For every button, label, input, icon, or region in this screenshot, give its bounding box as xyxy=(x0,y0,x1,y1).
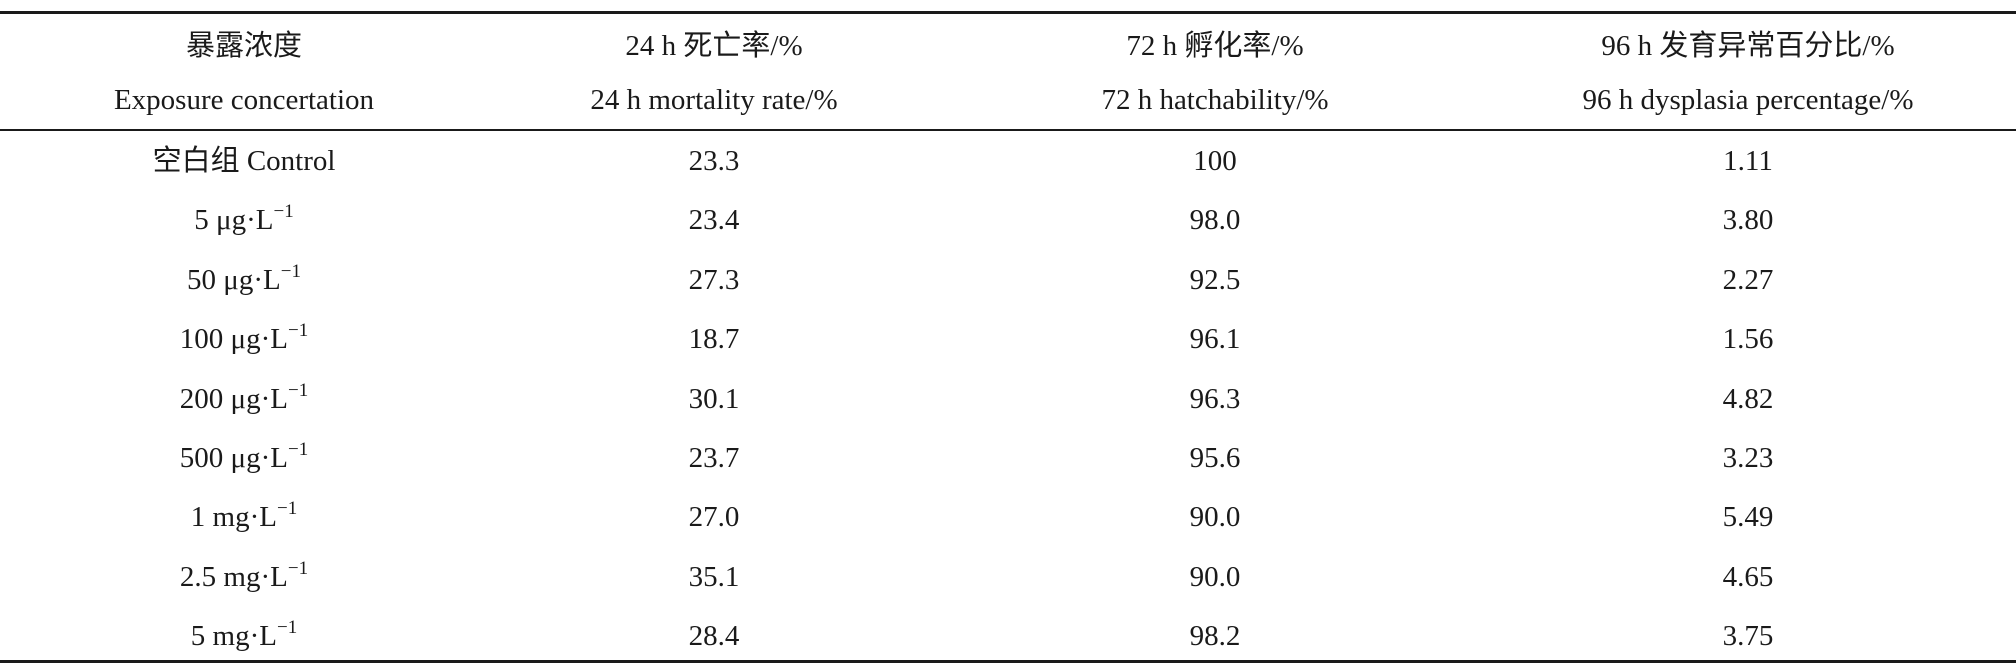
cell-mortality-text: 23.7 xyxy=(688,442,740,474)
cell-dysplasia-text: 4.65 xyxy=(1722,561,1774,593)
cell-dysplasia-text: 1.56 xyxy=(1722,323,1774,355)
cell-hatchability: 100 xyxy=(1193,143,1237,179)
cell-hatchability-text: 90.0 xyxy=(1189,501,1241,533)
table-top-rule xyxy=(0,11,2016,14)
cell-hatchability: 96.1 xyxy=(1190,321,1241,357)
cell-concentration: 空白组 Control xyxy=(153,143,336,179)
header-hatchability-zh: 72 h 孵化率/% xyxy=(1126,30,1304,62)
cell-dysplasia-text: 2.27 xyxy=(1722,264,1774,296)
cell-concentration: 50 μg·L−1 xyxy=(187,262,301,298)
cell-mortality-text: 30.1 xyxy=(688,383,740,415)
cell-dysplasia: 2.27 xyxy=(1723,262,1774,298)
unit-exponent: −1 xyxy=(273,201,294,222)
unit-exponent: −1 xyxy=(287,439,309,460)
header-hatchability-en: 72 h hatchability/% xyxy=(1101,84,1329,116)
cell-concentration: 1 mg·L−1 xyxy=(191,499,297,535)
cell-dysplasia: 3.80 xyxy=(1723,202,1774,238)
header-conc-en: Exposure concertation xyxy=(113,84,375,116)
cell-concentration-text: 2.5 mg·L xyxy=(179,561,288,593)
cell-concentration-text: 空白组 Control xyxy=(152,145,336,177)
cell-dysplasia-text: 5.49 xyxy=(1722,501,1774,533)
cell-hatchability: 95.6 xyxy=(1190,440,1241,476)
cell-hatchability-text: 96.1 xyxy=(1189,323,1241,355)
cell-concentration-text: 1 mg·L xyxy=(190,501,277,533)
table-header-rule xyxy=(0,129,2016,131)
cell-dysplasia-text: 3.23 xyxy=(1722,442,1774,474)
unit-exponent: −1 xyxy=(287,558,309,579)
cell-concentration: 5 mg·L−1 xyxy=(191,618,297,654)
cell-hatchability-text: 98.2 xyxy=(1189,620,1241,652)
cell-mortality: 18.7 xyxy=(689,321,740,357)
cell-dysplasia-text: 3.75 xyxy=(1722,620,1774,652)
cell-mortality: 23.3 xyxy=(689,143,740,179)
cell-concentration-text: 500 μg·L xyxy=(179,442,288,474)
cell-hatchability: 96.3 xyxy=(1190,381,1241,417)
cell-dysplasia-text: 1.11 xyxy=(1723,145,1773,177)
cell-dysplasia-text: 4.82 xyxy=(1722,383,1774,415)
cell-concentration: 200 μg·L−1 xyxy=(180,381,308,417)
cell-concentration-text: 200 μg·L xyxy=(179,383,288,415)
cell-hatchability: 98.0 xyxy=(1190,202,1241,238)
cell-mortality-text: 27.3 xyxy=(688,264,740,296)
cell-mortality-text: 18.7 xyxy=(688,323,740,355)
cell-hatchability: 92.5 xyxy=(1190,262,1241,298)
cell-concentration-text: 100 μg·L xyxy=(179,323,288,355)
cell-hatchability: 90.0 xyxy=(1190,499,1241,535)
unit-exponent: −1 xyxy=(280,261,301,282)
cell-hatchability-text: 90.0 xyxy=(1189,561,1241,593)
cell-mortality-text: 35.1 xyxy=(688,561,740,593)
cell-concentration: 500 μg·L−1 xyxy=(180,440,308,476)
cell-hatchability-text: 100 xyxy=(1193,145,1237,177)
cell-mortality: 23.7 xyxy=(689,440,740,476)
cell-concentration: 2.5 mg·L−1 xyxy=(180,559,308,595)
cell-mortality: 35.1 xyxy=(689,559,740,595)
cell-dysplasia: 1.56 xyxy=(1723,321,1774,357)
cell-dysplasia: 4.65 xyxy=(1723,559,1774,595)
cell-mortality: 23.4 xyxy=(689,202,740,238)
cell-hatchability-text: 92.5 xyxy=(1189,264,1241,296)
cell-dysplasia: 3.75 xyxy=(1723,618,1774,654)
cell-dysplasia: 3.23 xyxy=(1723,440,1774,476)
cell-mortality: 28.4 xyxy=(689,618,740,654)
cell-mortality: 30.1 xyxy=(689,381,740,417)
cell-concentration: 100 μg·L−1 xyxy=(180,321,308,357)
cell-hatchability-text: 95.6 xyxy=(1189,442,1241,474)
cell-mortality-text: 23.4 xyxy=(688,204,740,236)
cell-mortality-text: 27.0 xyxy=(688,501,740,533)
cell-hatchability: 98.2 xyxy=(1190,618,1241,654)
cell-mortality-text: 28.4 xyxy=(688,620,740,652)
header-dysplasia-zh: 96 h 发育异常百分比/% xyxy=(1601,30,1895,62)
header-conc-zh: 暴露浓度 xyxy=(185,30,303,62)
unit-exponent: −1 xyxy=(287,380,309,401)
unit-exponent: −1 xyxy=(276,498,298,519)
header-mortality-zh: 24 h 死亡率/% xyxy=(625,30,803,62)
cell-dysplasia: 1.11 xyxy=(1723,143,1773,179)
cell-concentration: 5 μg·L−1 xyxy=(194,202,293,238)
header-mortality-en: 24 h mortality rate/% xyxy=(590,84,838,116)
cell-dysplasia: 5.49 xyxy=(1723,499,1774,535)
cell-concentration-text: 5 mg·L xyxy=(190,620,277,652)
unit-exponent: −1 xyxy=(287,320,309,341)
cell-hatchability: 90.0 xyxy=(1190,559,1241,595)
cell-concentration-text: 50 μg·L xyxy=(187,264,281,296)
cell-dysplasia: 4.82 xyxy=(1723,381,1774,417)
header-dysplasia-en: 96 h dysplasia percentage/% xyxy=(1582,84,1914,116)
cell-hatchability-text: 98.0 xyxy=(1189,204,1241,236)
cell-mortality-text: 23.3 xyxy=(688,145,740,177)
unit-exponent: −1 xyxy=(276,617,298,638)
table-bottom-rule xyxy=(0,660,2016,663)
cell-mortality: 27.3 xyxy=(689,262,740,298)
cell-dysplasia-text: 3.80 xyxy=(1722,204,1774,236)
cell-hatchability-text: 96.3 xyxy=(1189,383,1241,415)
cell-concentration-text: 5 μg·L xyxy=(194,204,274,236)
cell-mortality: 27.0 xyxy=(689,499,740,535)
